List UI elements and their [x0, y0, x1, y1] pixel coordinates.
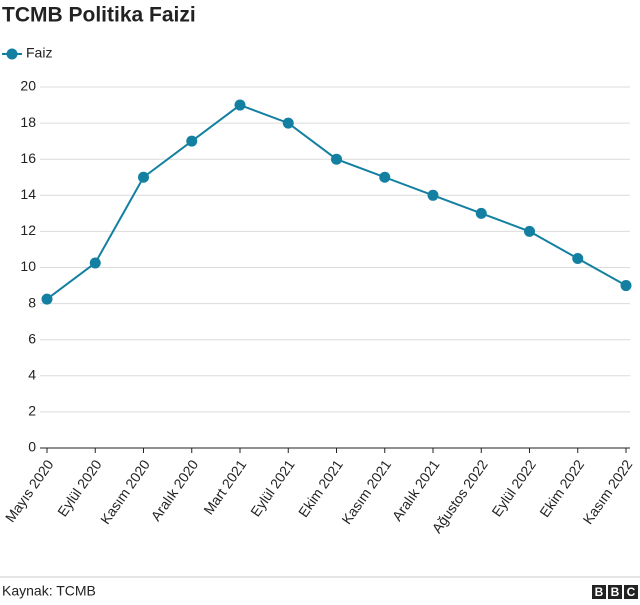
x-tick-label: Kasım 2022 — [580, 456, 636, 527]
y-tick-label: 16 — [20, 150, 36, 166]
point — [186, 135, 198, 147]
logo-letter: B — [595, 585, 604, 599]
point — [138, 171, 149, 183]
point — [620, 280, 632, 292]
x-tick-label: Eylül 2022 — [488, 457, 539, 520]
x-tick-label: Aralık 2021 — [389, 456, 443, 523]
x-tick-label: Mart 2021 — [200, 457, 249, 518]
x-tick-label: Eylül 2020 — [54, 457, 105, 520]
legend-marker — [6, 48, 18, 60]
legend-label: Faiz — [26, 45, 52, 61]
point — [89, 257, 101, 269]
y-tick-label: 0 — [28, 439, 36, 455]
point — [234, 99, 246, 111]
y-tick-label: 20 — [20, 78, 36, 94]
point — [524, 225, 535, 237]
y-tick-label: 12 — [20, 222, 36, 238]
logo-box — [592, 585, 606, 599]
y-tick-label: 14 — [20, 186, 36, 202]
x-tick-label: Ekim 2022 — [536, 457, 587, 521]
y-tick-label: 18 — [20, 114, 36, 130]
logo-letter: C — [627, 585, 636, 599]
x-tick-label: Eylül 2021 — [247, 457, 298, 520]
logo-box — [608, 585, 622, 599]
logo: B B C — [592, 585, 638, 599]
x-tick-label: Kasım 2020 — [97, 456, 153, 527]
x-tick-label: Ekim 2021 — [295, 457, 346, 521]
y-tick-label: 2 — [28, 403, 36, 419]
logo-letter: B — [611, 585, 620, 599]
x-tick-label: Mayıs 2020 — [2, 456, 57, 525]
point — [572, 252, 584, 264]
point — [282, 117, 294, 129]
y-tick-label: 6 — [28, 330, 36, 346]
chart-title: TCMB Politika Faizi — [2, 4, 196, 27]
source: Kaynak: TCMB — [2, 583, 96, 599]
x-tick-label: Kasım 2021 — [338, 456, 394, 527]
point — [475, 207, 487, 219]
line — [46, 103, 627, 300]
point — [331, 153, 342, 165]
point — [379, 171, 391, 183]
y-tick-label: 10 — [20, 258, 36, 274]
point — [427, 189, 439, 201]
x-tick-label: Aralık 2020 — [148, 456, 202, 523]
logo-box — [624, 585, 638, 599]
y-tick-label: 4 — [28, 367, 36, 383]
y-tick-label: 8 — [28, 294, 36, 310]
point — [41, 293, 53, 305]
